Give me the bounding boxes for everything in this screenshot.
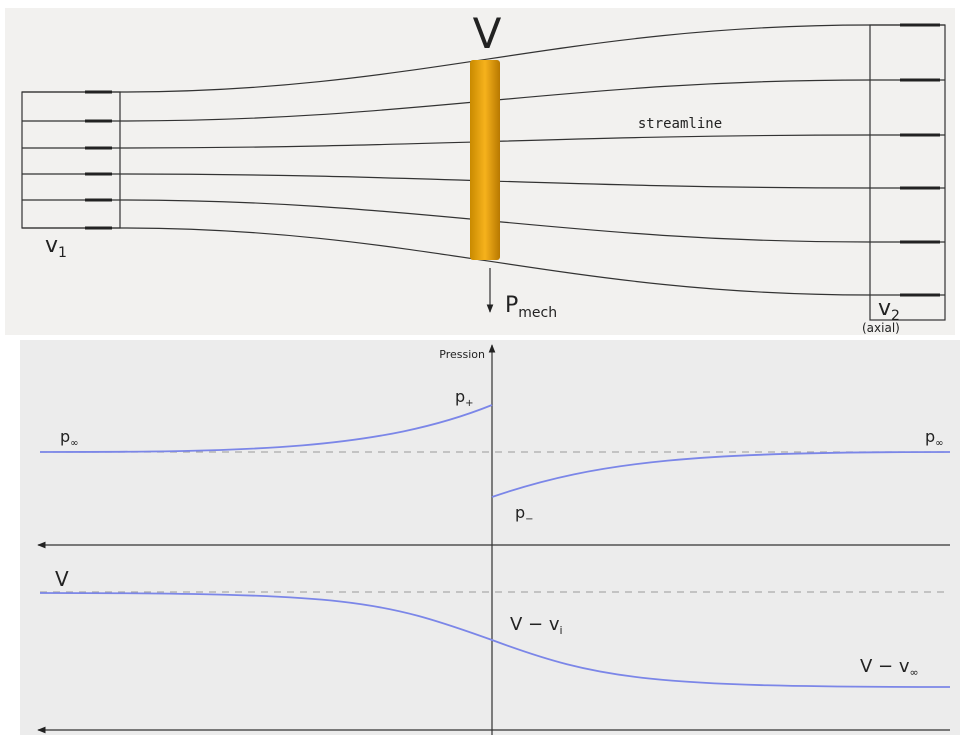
v-far: V (55, 567, 69, 591)
axis-label: Pression (439, 348, 485, 361)
streamtube-panel: V streamline v1 Pmech v2 (axial) (5, 8, 955, 335)
figure: V streamline v1 Pmech v2 (axial) Pressio… (0, 0, 960, 735)
panel-bg (20, 340, 960, 735)
v-disk: V − vi (510, 614, 563, 637)
disk-label: V (473, 9, 502, 58)
actuator-disk (470, 60, 500, 260)
streamline-label: streamline (638, 116, 722, 132)
outlet-note: (axial) (862, 321, 900, 335)
profile-panel: Pression p∞ p+ p∞ p− V V − vi V − v∞ (20, 340, 960, 735)
